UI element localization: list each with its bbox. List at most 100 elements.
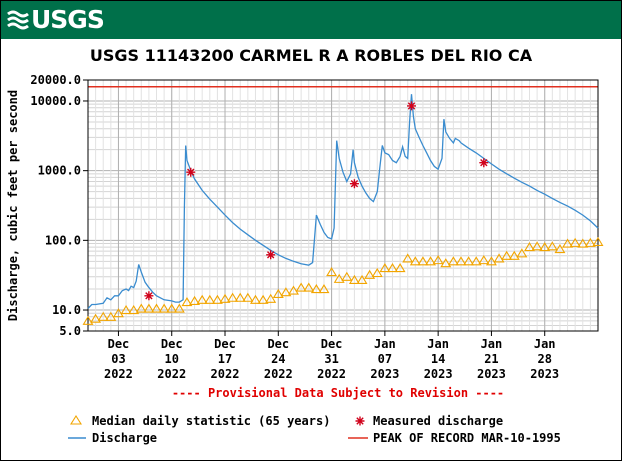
median-point: [181, 297, 193, 307]
median-point: [478, 255, 490, 265]
x-tick-label: Dec: [161, 337, 183, 351]
median-point: [546, 241, 558, 251]
y-tick-label: 10.0: [52, 303, 81, 317]
median-point: [417, 256, 429, 266]
median-point: [318, 283, 330, 294]
discharge-series-line: [87, 94, 599, 309]
median-point: [584, 237, 596, 247]
x-tick-label: Jan: [374, 337, 396, 351]
x-tick-label: 2023: [424, 367, 453, 381]
x-tick-label: 2022: [317, 367, 346, 381]
median-point: [158, 303, 170, 313]
x-tick-label: 2023: [530, 367, 559, 381]
median-point: [447, 256, 459, 266]
y-tick-label: 5.0: [59, 324, 81, 338]
x-tick-label: 21: [484, 352, 498, 366]
x-tick-label: Jan: [427, 337, 449, 351]
median-point: [189, 295, 201, 305]
measured-point: [186, 167, 196, 177]
y-tick-label: 20000.0: [30, 73, 81, 87]
median-point: [508, 250, 520, 260]
median-point: [128, 304, 140, 315]
median-point: [409, 256, 421, 266]
x-tick-label: 2022: [264, 367, 293, 381]
x-tick-label: 2023: [477, 367, 506, 381]
measured-point: [407, 101, 417, 111]
median-point: [257, 294, 269, 304]
median-point: [387, 263, 398, 273]
x-tick-label: 14: [431, 352, 445, 366]
legend-peak-label: PEAK OF RECORD MAR-10-1995: [373, 431, 561, 445]
median-point: [394, 263, 406, 273]
median-point: [371, 267, 383, 278]
x-tick-label: 2022: [104, 367, 133, 381]
median-point: [90, 313, 102, 323]
usgs-wave-icon: [7, 10, 29, 30]
x-tick-label: 07: [378, 352, 392, 366]
median-point: [211, 294, 223, 304]
median-point: [295, 282, 307, 292]
median-point: [82, 315, 94, 325]
x-tick-label: 10: [165, 352, 179, 366]
median-point: [151, 303, 162, 313]
chart-title: USGS 11143200 CARMEL R A ROBLES DEL RIO …: [89, 46, 533, 65]
median-point: [470, 256, 482, 266]
median-point: [379, 263, 391, 273]
median-point: [135, 303, 147, 313]
provisional-note: ---- Provisional Data Subject to Revisio…: [172, 386, 504, 400]
median-point: [204, 294, 216, 304]
median-point: [455, 256, 467, 266]
measured-point: [479, 158, 489, 168]
y-tick-label: 1000.0: [38, 164, 81, 178]
median-point: [341, 271, 353, 281]
x-tick-label: Dec: [214, 337, 236, 351]
median-point: [501, 250, 513, 260]
median-point: [539, 242, 551, 252]
median-point: [242, 292, 254, 302]
measured-point: [349, 179, 359, 189]
median-point: [272, 288, 284, 299]
plot-border: [87, 79, 599, 332]
x-tick-label: Dec: [108, 337, 130, 351]
y-tick-label: 100.0: [45, 233, 81, 247]
median-point: [166, 303, 178, 313]
median-point: [402, 253, 414, 263]
median-point: [531, 241, 543, 251]
x-tick-label: 2022: [157, 367, 186, 381]
median-point: [348, 274, 360, 285]
x-tick-label: 24: [271, 352, 285, 366]
median-point: [303, 282, 315, 292]
median-point: [364, 269, 376, 279]
median-point: [97, 311, 109, 321]
median-point: [227, 292, 239, 302]
median-point: [120, 304, 132, 315]
median-point: [249, 294, 261, 304]
legend-discharge-label: Discharge: [92, 431, 157, 445]
median-point: [219, 293, 231, 303]
x-tick-label: 31: [324, 352, 338, 366]
median-point: [577, 238, 589, 248]
median-point: [112, 308, 124, 318]
legend-measured-label: Measured discharge: [373, 414, 503, 428]
usgs-logo[interactable]: USGS: [7, 5, 105, 35]
median-point: [554, 243, 566, 254]
x-tick-label: Dec: [321, 337, 343, 351]
x-tick-label: 2022: [211, 367, 240, 381]
median-point: [592, 236, 604, 246]
median-point: [105, 311, 117, 321]
median-point: [562, 238, 574, 248]
median-point: [569, 237, 581, 247]
median-point: [196, 294, 208, 304]
x-tick-label: Jan: [481, 337, 503, 351]
x-tick-label: 28: [537, 352, 551, 366]
median-point: [265, 293, 277, 303]
median-point: [485, 256, 497, 266]
median-point: [333, 273, 345, 283]
legend-measured-marker: [355, 416, 365, 426]
y-axis-label: Discharge, cubic feet per second: [6, 90, 20, 321]
measured-point: [266, 250, 276, 260]
median-point: [440, 258, 452, 268]
x-tick-label: 03: [111, 352, 125, 366]
median-point: [310, 283, 322, 294]
